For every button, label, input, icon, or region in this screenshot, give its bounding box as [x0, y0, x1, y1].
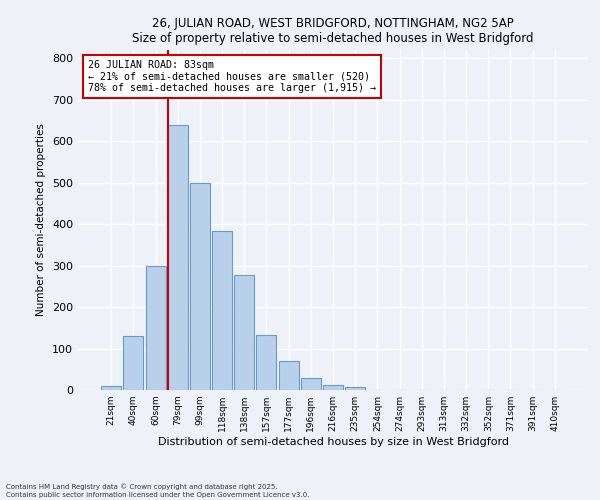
X-axis label: Distribution of semi-detached houses by size in West Bridgford: Distribution of semi-detached houses by … [157, 437, 509, 447]
Y-axis label: Number of semi-detached properties: Number of semi-detached properties [37, 124, 46, 316]
Bar [212, 231, 232, 390]
Bar [345, 387, 365, 390]
Bar [190, 182, 210, 390]
Bar [101, 386, 121, 390]
Bar [323, 385, 343, 390]
Bar [256, 335, 277, 390]
Bar [124, 336, 143, 390]
Bar [234, 274, 254, 390]
Title: 26, JULIAN ROAD, WEST BRIDGFORD, NOTTINGHAM, NG2 5AP
Size of property relative t: 26, JULIAN ROAD, WEST BRIDGFORD, NOTTING… [132, 16, 534, 44]
Bar [146, 266, 166, 390]
Bar [168, 124, 188, 390]
Text: 26 JULIAN ROAD: 83sqm
← 21% of semi-detached houses are smaller (520)
78% of sem: 26 JULIAN ROAD: 83sqm ← 21% of semi-deta… [88, 60, 376, 94]
Text: Contains HM Land Registry data © Crown copyright and database right 2025.
Contai: Contains HM Land Registry data © Crown c… [6, 484, 310, 498]
Bar [278, 361, 299, 390]
Bar [301, 378, 321, 390]
